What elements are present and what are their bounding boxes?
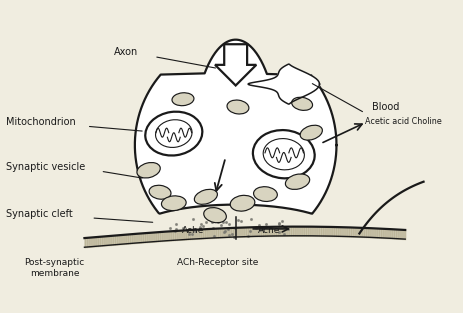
Point — [230, 234, 237, 239]
Point — [202, 220, 209, 225]
Point — [190, 217, 197, 222]
Point — [196, 225, 204, 230]
Polygon shape — [215, 44, 257, 85]
Text: Blood: Blood — [372, 102, 400, 112]
Point — [192, 228, 199, 233]
Point — [263, 222, 270, 227]
Point — [246, 228, 253, 233]
Polygon shape — [135, 40, 337, 214]
Point — [208, 220, 216, 225]
Ellipse shape — [194, 189, 218, 204]
Point — [275, 221, 283, 226]
Text: Synaptic vesicle: Synaptic vesicle — [6, 162, 85, 172]
Point — [222, 220, 230, 225]
Ellipse shape — [172, 93, 194, 106]
Point — [281, 232, 288, 237]
Point — [267, 225, 274, 230]
Ellipse shape — [292, 97, 313, 110]
Point — [186, 232, 193, 237]
Text: Synaptic cleft: Synaptic cleft — [6, 209, 72, 219]
Point — [210, 233, 218, 238]
Point — [207, 217, 214, 222]
Point — [247, 217, 255, 222]
Point — [218, 223, 225, 228]
Point — [228, 232, 235, 237]
Point — [214, 220, 222, 225]
Point — [166, 226, 174, 231]
Point — [275, 221, 283, 226]
Point — [199, 223, 206, 228]
Polygon shape — [248, 64, 319, 104]
Point — [219, 217, 226, 222]
Point — [224, 227, 232, 232]
Ellipse shape — [254, 187, 277, 202]
Ellipse shape — [137, 162, 160, 178]
Point — [278, 219, 286, 224]
Point — [258, 226, 266, 231]
Point — [238, 219, 245, 224]
Point — [221, 229, 229, 234]
Point — [209, 226, 217, 231]
Ellipse shape — [300, 125, 322, 140]
Point — [253, 225, 260, 230]
Text: Ache: Ache — [257, 226, 280, 234]
Point — [244, 233, 252, 239]
Point — [276, 230, 283, 235]
Ellipse shape — [230, 195, 255, 211]
Point — [180, 225, 187, 230]
Point — [173, 226, 180, 231]
Point — [225, 233, 232, 238]
Ellipse shape — [285, 174, 310, 189]
Text: Acetic acid Choline: Acetic acid Choline — [365, 116, 442, 126]
Point — [219, 219, 227, 224]
Text: Axon: Axon — [114, 47, 138, 57]
Point — [172, 221, 180, 226]
Point — [234, 218, 242, 223]
Text: Mitochondrion: Mitochondrion — [6, 117, 75, 127]
Point — [197, 222, 205, 227]
Point — [255, 222, 263, 227]
Ellipse shape — [227, 100, 249, 114]
Point — [231, 226, 238, 231]
Text: Post-synaptic
membrane: Post-synaptic membrane — [25, 258, 85, 278]
Point — [220, 229, 227, 234]
Ellipse shape — [253, 130, 315, 178]
Point — [252, 225, 260, 230]
Point — [256, 228, 263, 233]
Text: Ache: Ache — [182, 226, 205, 234]
Point — [171, 228, 179, 233]
Point — [284, 227, 292, 232]
Point — [260, 226, 267, 231]
Ellipse shape — [145, 112, 202, 156]
Ellipse shape — [162, 196, 186, 211]
Text: ACh-Receptor site: ACh-Receptor site — [177, 258, 258, 267]
Ellipse shape — [204, 208, 226, 223]
Point — [225, 221, 232, 226]
Point — [209, 218, 217, 223]
Point — [188, 231, 196, 236]
Ellipse shape — [149, 185, 171, 199]
